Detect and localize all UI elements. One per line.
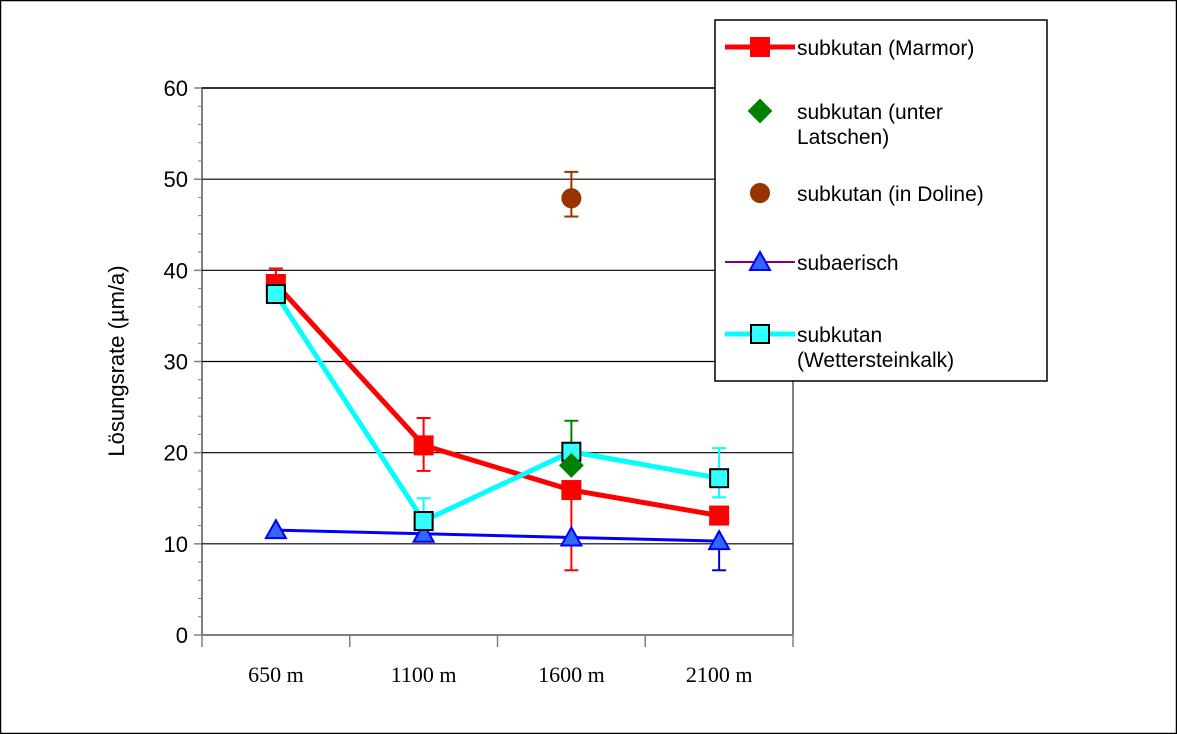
legend-item: subkutan(Wettersteinkalk) [725, 324, 954, 372]
y-tick-label: 20 [164, 441, 188, 466]
data-point [559, 525, 584, 547]
series-1 [558, 453, 584, 478]
data-point [265, 284, 286, 305]
series-line [273, 292, 720, 524]
legend-marker [747, 98, 773, 124]
y-tick-label: 50 [164, 167, 188, 192]
legend-label: subkutan (unter [797, 101, 943, 124]
y-tick-label: 30 [164, 350, 188, 375]
legend-marker [750, 324, 770, 344]
data-point [561, 480, 582, 501]
data-point [413, 435, 434, 456]
y-tick-label: 0 [176, 623, 188, 648]
legend-marker [750, 183, 770, 203]
legend-label: subaerisch [797, 252, 899, 275]
legend-item: subkutan (Marmor) [725, 37, 974, 60]
data-point [264, 518, 288, 540]
series-3 [264, 518, 731, 551]
data-point [413, 511, 434, 532]
axes: 0 10 20 30 40 50 60 650 m 1100 m 1600 m 2100 m [164, 76, 794, 687]
series-line [275, 528, 720, 543]
y-tick-label: 60 [164, 76, 188, 101]
legend-marker [748, 249, 772, 271]
series-line [274, 282, 720, 519]
gridlines [202, 87, 793, 545]
y-tick-label: 10 [164, 532, 188, 557]
legend-item: subkutan (in Doline) [750, 183, 984, 206]
series [264, 170, 731, 572]
legend-box [714, 19, 1048, 382]
legend: subkutan (Marmor) subkutan (unterLatschen… [714, 19, 1048, 382]
data-point [707, 529, 731, 551]
x-tick-label: 650 m [248, 662, 304, 687]
legend-label: subkutan [797, 324, 882, 347]
data-point [411, 521, 436, 543]
data-point [709, 468, 730, 489]
series-4 [265, 284, 730, 532]
legend-marker [750, 37, 770, 57]
data-point [558, 453, 584, 478]
x-tick-label: 2100 m [686, 662, 753, 687]
y-axis-title: Lösungsrate (µm/a) [104, 265, 129, 456]
legend-item: subaerisch [725, 249, 899, 275]
legend-label: (Wettersteinkalk) [797, 349, 954, 372]
legend-label: Latschen) [797, 126, 889, 149]
x-tick-label: 1100 m [391, 662, 457, 687]
y-tick-label: 40 [164, 258, 188, 283]
data-point [709, 505, 730, 526]
legend-label: subkutan (in Doline) [797, 183, 984, 206]
x-tick-label: 1600 m [538, 662, 605, 687]
legend-label: subkutan (Marmor) [797, 37, 974, 60]
series-2 [561, 188, 582, 209]
data-point [561, 188, 582, 209]
